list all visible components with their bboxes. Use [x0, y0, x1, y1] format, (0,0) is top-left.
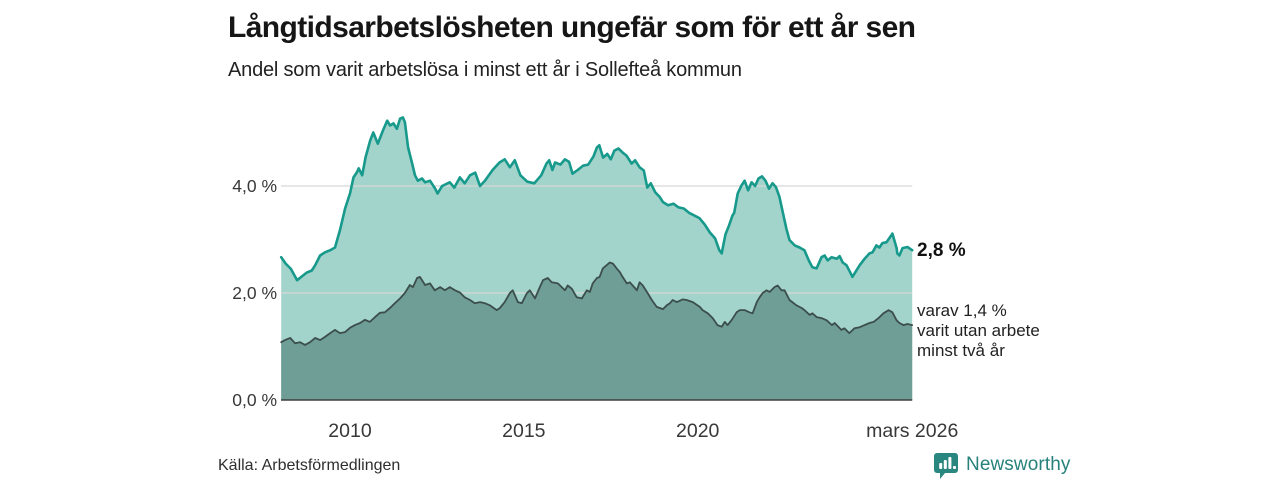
- series-line-min-one-year: [279, 116, 914, 282]
- page-title: Långtidsarbetslösheten ungefär som för e…: [228, 11, 916, 44]
- secondary-series-label-line3: minst två år: [917, 341, 1005, 360]
- secondary-series-label-line1: varav 1,4 %: [917, 301, 1007, 320]
- newsworthy-logo-icon: [934, 453, 958, 479]
- series-area-min-two-years: [281, 262, 913, 400]
- last-value-label: 2,8 %: [917, 240, 966, 261]
- y-tick-label: 2,0 %: [232, 283, 277, 303]
- x-tick-label: mars 2026: [866, 420, 958, 442]
- newsworthy-logo-text: Newsworthy: [966, 454, 1071, 475]
- x-tick-label: 2015: [502, 420, 546, 442]
- secondary-series-label-line2: varit utan arbete: [917, 321, 1040, 340]
- y-tick-label: 4,0 %: [232, 176, 277, 196]
- chart-subtitle: Andel som varit arbetslösa i minst ett å…: [228, 59, 742, 81]
- x-tick-label: 2010: [328, 420, 372, 442]
- x-tick-label: 2020: [676, 420, 720, 442]
- series-line-min-two-years: [280, 261, 914, 346]
- y-tick-label: 0,0 %: [232, 390, 277, 410]
- secondary-series-label: varav 1,4 % varit utan arbete minst två …: [917, 301, 1040, 361]
- source-note: Källa: Arbetsförmedlingen: [218, 457, 401, 474]
